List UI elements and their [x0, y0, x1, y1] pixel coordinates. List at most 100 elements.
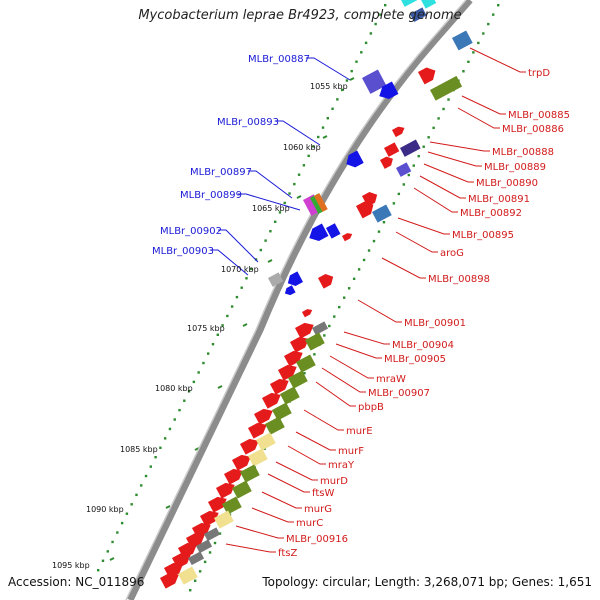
forward-gene-label[interactable]: pbpB: [358, 402, 384, 413]
forward-gene-label[interactable]: MLBr_00904: [392, 340, 454, 351]
leader-line: [457, 107, 500, 129]
feature-purple-box: [396, 162, 412, 177]
feature-olive-box: [305, 332, 325, 351]
forward-gene-label[interactable]: ftsZ: [278, 548, 297, 559]
kbp-tick-label: 1085 kbp: [120, 445, 158, 454]
genome-backbone: [126, 0, 473, 600]
forward-gene-label[interactable]: MLBr_00895: [452, 230, 514, 241]
leader-line: [267, 473, 310, 493]
forward-gene-label[interactable]: murC: [296, 518, 323, 529]
forward-gene-label[interactable]: murE: [346, 426, 373, 437]
left-dot: [154, 456, 157, 459]
left-dot: [173, 418, 176, 421]
forward-gene-label[interactable]: murD: [320, 476, 348, 487]
forward-gene-label[interactable]: MLBr_00885: [508, 110, 570, 121]
forward-gene-label[interactable]: MLBr_00886: [502, 124, 564, 135]
left-dot: [340, 88, 344, 92]
forward-gene-label[interactable]: MLBr_00898: [428, 274, 490, 285]
left-dot: [101, 559, 105, 562]
right-dot: [372, 239, 376, 243]
right-dot: [347, 287, 351, 290]
feature-red-arrow: [224, 468, 243, 485]
feature-blue-box: [326, 223, 341, 239]
left-dot: [269, 230, 272, 233]
leader-line: [427, 151, 482, 167]
forward-gene-label[interactable]: mraY: [328, 460, 355, 471]
right-dot: [193, 579, 197, 582]
backbone-highlight: [125, 0, 467, 600]
forward-gene-label[interactable]: MLBr_00901: [404, 318, 466, 329]
forward-gene-label[interactable]: trpD: [528, 68, 550, 79]
reverse-gene-label[interactable]: MLBr_00899: [180, 190, 242, 201]
leader-line: [419, 175, 466, 199]
forward-gene-label[interactable]: MLBr_00891: [468, 194, 530, 205]
feature-olive-box: [265, 416, 285, 435]
leader-line: [295, 431, 336, 451]
forward-gene-label[interactable]: MLBr_00905: [384, 354, 446, 365]
feature-grey-box: [312, 321, 329, 336]
forward-gene-label[interactable]: mraW: [376, 374, 406, 385]
right-dot: [198, 570, 202, 573]
forward-gene-label[interactable]: aroG: [440, 248, 464, 259]
feature-olive-box: [232, 480, 252, 499]
forward-gene-label[interactable]: MLBr_00907: [368, 388, 430, 399]
right-dot: [208, 551, 212, 554]
leader-line: [423, 163, 474, 183]
reverse-gene-label[interactable]: MLBr_00902: [160, 226, 222, 237]
feature-grey-box: [268, 272, 284, 287]
tick-mark: [349, 77, 355, 81]
feature-blue-box: [452, 30, 473, 51]
reverse-gene-label[interactable]: MLBr_00893: [217, 117, 279, 128]
feature-red-arrow: [254, 408, 273, 425]
feature-purple-box: [362, 69, 387, 94]
feature-olive-box: [280, 386, 300, 405]
right-dot: [402, 183, 406, 186]
right-dot: [382, 221, 386, 224]
feature-blue-arrow: [346, 150, 364, 168]
right-dot: [218, 532, 222, 535]
right-dot: [397, 192, 401, 196]
left-dot: [216, 333, 219, 336]
left-dot: [97, 569, 100, 572]
right-dot: [407, 173, 410, 177]
tick-mark: [165, 505, 171, 509]
forward-gene-label[interactable]: MLBr_00889: [484, 162, 546, 173]
forward-gene-label[interactable]: ftsW: [312, 488, 334, 499]
forward-gene-label[interactable]: MLBr_00890: [476, 178, 538, 189]
left-dot: [302, 164, 306, 167]
feature-red-arrow: [356, 201, 374, 219]
left-dot: [273, 220, 277, 223]
leader-line: [381, 257, 426, 279]
feature-red-arrow: [392, 126, 405, 138]
right-dot: [352, 277, 356, 281]
left-dot: [336, 98, 339, 101]
reverse-gene-label[interactable]: MLBr_00897: [190, 167, 252, 178]
left-dot: [384, 4, 387, 7]
tick-mark: [267, 259, 273, 263]
right-dot: [313, 353, 316, 356]
reverse-gene-label[interactable]: MLBr_00887: [248, 54, 310, 65]
left-dot: [140, 484, 143, 487]
leader-line: [329, 355, 374, 379]
right-dot: [333, 315, 336, 318]
tick-mark: [217, 385, 223, 389]
right-dot: [477, 41, 480, 45]
left-dot: [264, 239, 267, 242]
tick-mark: [109, 557, 115, 561]
feature-blue-arrow: [379, 81, 399, 99]
forward-gene-label[interactable]: murF: [338, 446, 364, 457]
right-dot: [203, 560, 207, 564]
kbp-tick-label: 1065 kbp: [252, 204, 290, 213]
forward-gene-label[interactable]: murG: [304, 504, 332, 515]
forward-gene-label[interactable]: MLBr_00916: [286, 534, 348, 545]
leader-line: [395, 231, 438, 253]
reverse-gene-label[interactable]: MLBr_00903: [152, 246, 214, 257]
feature-blue-arrow: [309, 223, 329, 241]
kbp-tick-label: 1075 kbp: [187, 324, 225, 333]
left-dot: [211, 343, 215, 346]
feature-red-arrow: [208, 496, 227, 513]
feature-grey-box: [204, 527, 221, 542]
forward-gene-label[interactable]: MLBr_00888: [492, 147, 554, 158]
forward-gene-label[interactable]: MLBr_00892: [460, 208, 522, 219]
